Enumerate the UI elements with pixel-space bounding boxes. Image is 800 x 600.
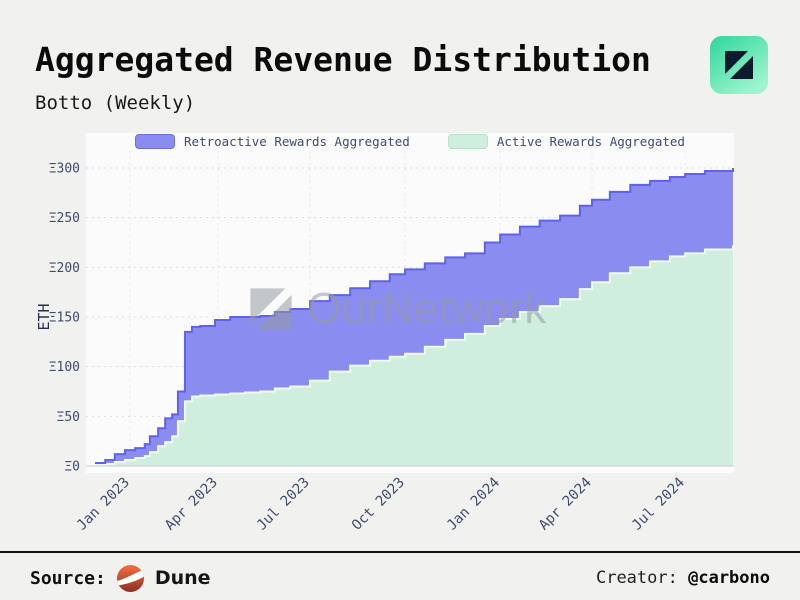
page-title: Aggregated Revenue Distribution	[35, 40, 651, 79]
x-tick-label: Jul 2023	[254, 475, 313, 534]
header: Aggregated Revenue Distribution Botto (W…	[35, 40, 651, 114]
creator-handle: @carbono	[688, 568, 770, 588]
y-axis-title: ETH	[35, 303, 53, 330]
x-tick-label: Jul 2024	[629, 475, 688, 534]
x-tick-label: Apr 2024	[536, 475, 595, 534]
y-tick-label: Ξ200	[49, 261, 80, 276]
area-active-rewards	[95, 245, 733, 466]
source-label: Source:	[30, 567, 106, 589]
area-retroactive-rewards	[95, 168, 733, 466]
active-edge-line	[95, 245, 734, 467]
y-tick-label: Ξ100	[49, 360, 80, 375]
legend-label-active: Active Rewards Aggregated	[496, 134, 685, 149]
dune-logo-icon	[116, 564, 144, 592]
x-tick-label: Jan 2023	[74, 475, 133, 534]
chart-legend: Retroactive Rewards Aggregated Active Re…	[86, 134, 734, 149]
x-tick-label: Oct 2023	[349, 475, 408, 534]
chart-canvas: Ξ0 Ξ50 Ξ100 Ξ150 Ξ200 Ξ250 Ξ300 Jan 2023 Apr 202…	[35, 133, 734, 534]
footer-divider	[0, 551, 800, 553]
source-attribution: Source: Dune	[30, 564, 211, 592]
y-tick-label: Ξ50	[57, 410, 80, 425]
x-tick-label: Apr 2023	[162, 475, 221, 534]
y-tick-label: Ξ300	[49, 162, 80, 177]
source-name: Dune	[154, 567, 211, 589]
creator-attribution: Creator: @carbono	[596, 568, 770, 588]
y-tick-label: Ξ150	[49, 311, 80, 326]
y-tick-label: Ξ0	[64, 460, 80, 475]
legend-item-active[interactable]: Active Rewards Aggregated	[447, 134, 685, 149]
legend-swatch-retroactive-icon	[135, 134, 176, 149]
legend-swatch-active-icon	[447, 134, 488, 149]
legend-item-retroactive[interactable]: Retroactive Rewards Aggregated	[135, 134, 410, 149]
creator-label: Creator:	[595, 568, 678, 588]
x-tick-label: Jan 2024	[444, 475, 503, 534]
ournetwork-logo-icon	[710, 36, 768, 94]
page-subtitle: Botto (Weekly)	[35, 92, 196, 114]
retroactive-edge-line	[95, 168, 734, 465]
y-tick-label: Ξ250	[49, 211, 80, 226]
footer: Source: Dune Creator: @carbono	[30, 562, 770, 594]
legend-label-retroactive: Retroactive Rewards Aggregated	[184, 134, 410, 149]
